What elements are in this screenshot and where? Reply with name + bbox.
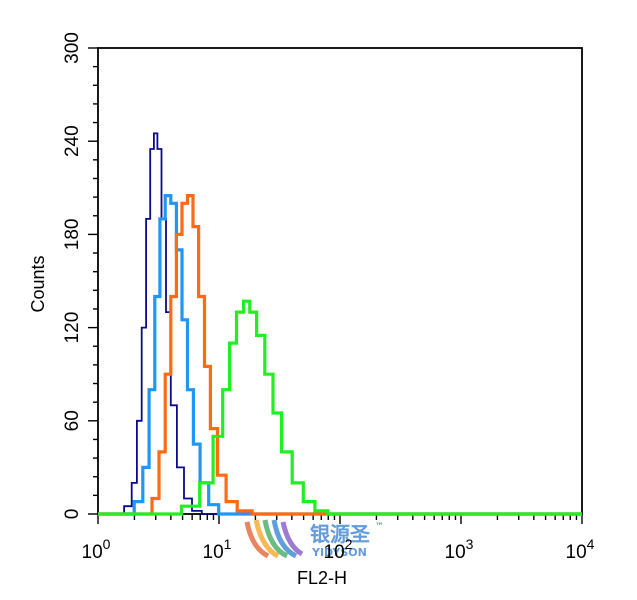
x-tick-base: 10 — [82, 542, 103, 563]
x-tick-base: 10 — [203, 542, 224, 563]
series-line-4 — [98, 299, 582, 516]
logo-emblem — [244, 519, 304, 559]
x-tick-exponent: 1 — [224, 536, 232, 552]
x-tick-exponent: 4 — [587, 536, 595, 552]
x-tick-label: 100 — [82, 536, 111, 563]
x-tick-exponent: 2 — [345, 536, 353, 552]
y-tick-label: 300 — [62, 32, 83, 64]
x-tick-exponent: 3 — [466, 536, 474, 552]
x-tick-base: 10 — [324, 542, 345, 563]
x-tick-label: 102 — [324, 536, 353, 563]
watermark-english: YIDYSON — [311, 546, 367, 559]
y-axis-ticks — [88, 47, 98, 515]
series-line-1 — [98, 132, 582, 515]
histogram-series — [98, 132, 582, 516]
watermark-logo: 银源圣 ™ YIDYSON — [244, 519, 384, 559]
x-tick-base: 10 — [445, 542, 466, 563]
watermark-chinese: 银源圣 — [310, 522, 371, 546]
plot-area — [97, 47, 583, 515]
x-axis-title: FL2-H — [297, 568, 347, 588]
watermark-tm: ™ — [375, 522, 384, 532]
y-tick-labels: 0 60 120 180 240 300 — [62, 32, 83, 519]
x-tick-base: 10 — [566, 542, 587, 563]
x-tick-labels: 100 101 102 103 104 — [82, 536, 595, 563]
y-axis-title: Counts — [28, 255, 48, 312]
y-tick-label: 0 — [62, 509, 83, 520]
series-line-3 — [98, 194, 582, 516]
x-tick-exponent: 0 — [103, 536, 111, 552]
y-tick-label: 240 — [62, 125, 83, 157]
y-tick-label: 60 — [62, 410, 83, 431]
x-tick-label: 104 — [566, 536, 595, 563]
x-tick-label: 101 — [203, 536, 232, 563]
x-tick-label: 103 — [445, 536, 474, 563]
y-tick-label: 180 — [62, 219, 83, 251]
y-tick-label: 120 — [62, 312, 83, 344]
